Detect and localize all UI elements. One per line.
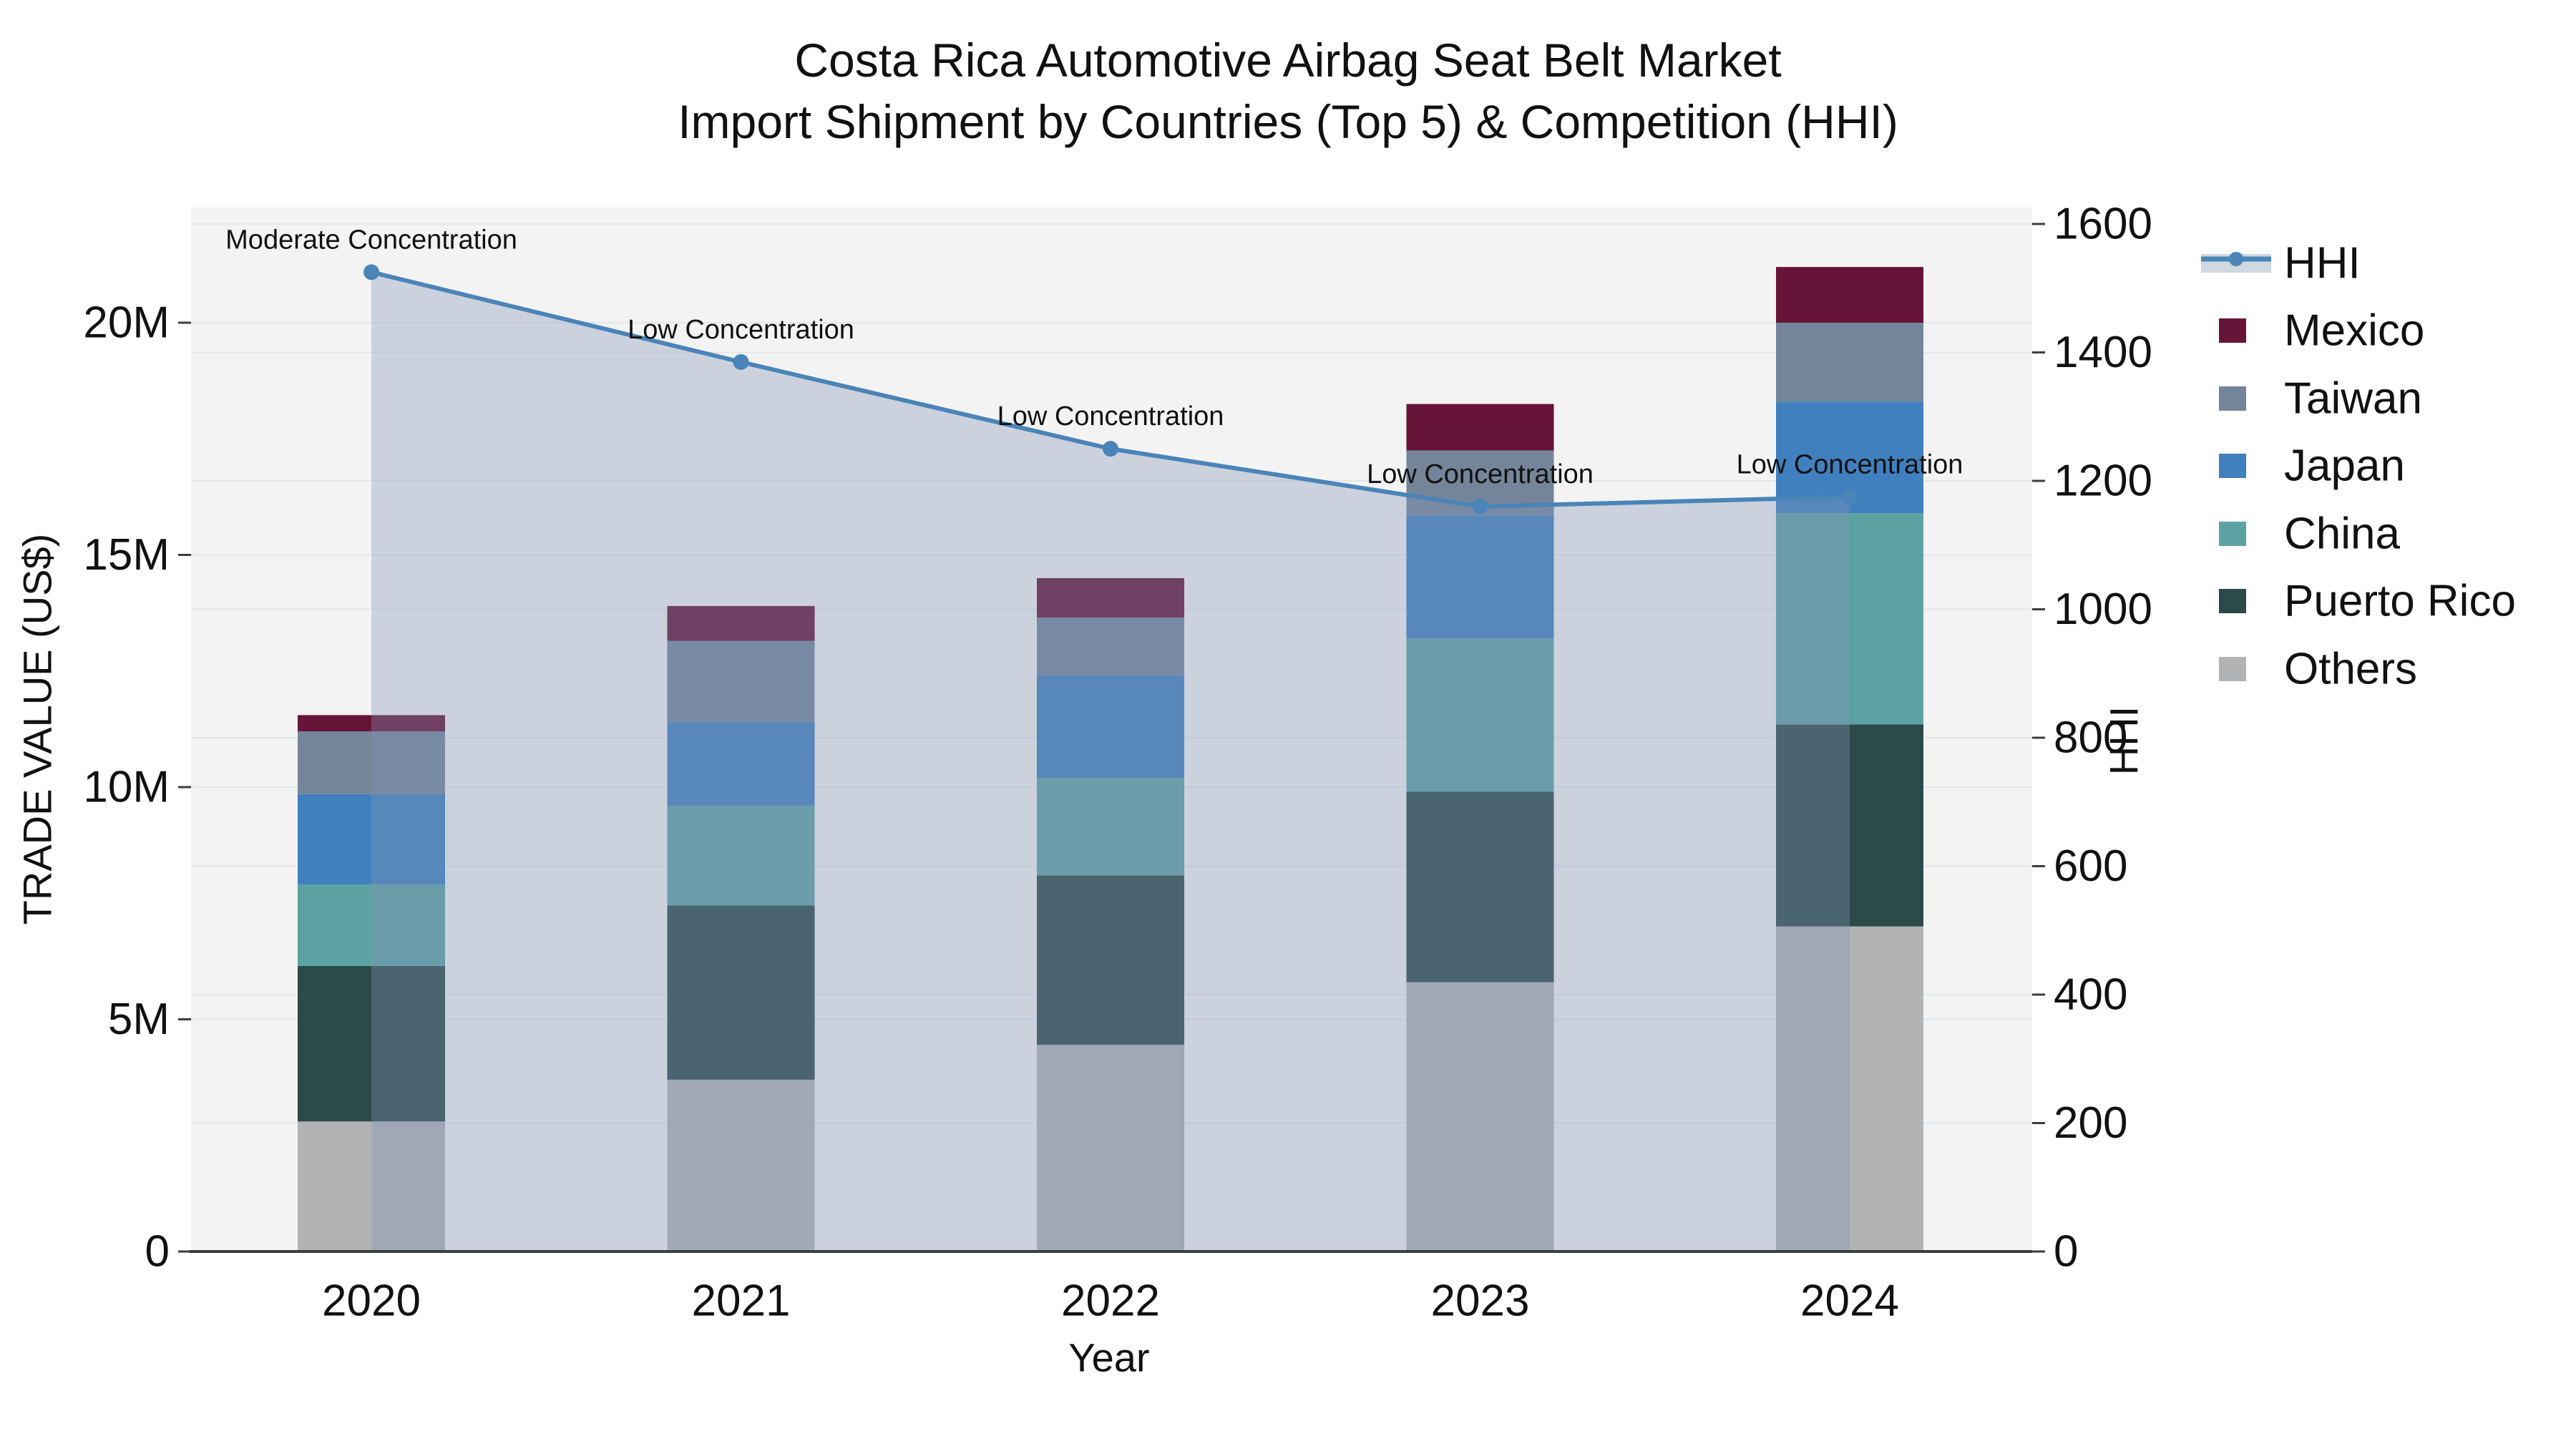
hhi-marker-2024 <box>1842 489 1858 505</box>
legend-item-china[interactable]: China <box>2219 509 2401 559</box>
bar-segment-mexico-2024 <box>1776 267 1923 323</box>
x-tick-label-2024: 2024 <box>1800 1277 1899 1326</box>
x-axis-title: Year <box>1068 1335 1150 1380</box>
bar-segment-puerto-rico-2023 <box>1406 791 1554 982</box>
y-right-tick-label: 800 <box>2054 713 2127 763</box>
chart-title: Costa Rica Automotive Airbag Seat Belt M… <box>0 29 2576 152</box>
bar-segment-japan-2021 <box>667 722 815 806</box>
annotation-2022: Low Concentration <box>997 401 1224 431</box>
bar-segment-puerto-rico-2024 <box>1776 724 1923 927</box>
bar-segment-japan-2020 <box>298 794 445 885</box>
bar-segment-mexico-2020 <box>298 715 445 732</box>
annotation-2024: Low Concentration <box>1737 449 1963 479</box>
legend-item-hhi[interactable]: HHI <box>2201 239 2361 288</box>
y-right-tick-label: 1600 <box>2054 200 2152 249</box>
legend-item-puerto-rico[interactable]: Puerto Rico <box>2219 577 2516 626</box>
bar-segment-others-2020 <box>298 1121 445 1252</box>
x-tick-label-2023: 2023 <box>1431 1277 1530 1326</box>
bar-segment-puerto-rico-2022 <box>1037 875 1184 1045</box>
x-tick-label-2021: 2021 <box>692 1277 791 1326</box>
legend-item-taiwan[interactable]: Taiwan <box>2219 374 2422 424</box>
annotation-2021: Low Concentration <box>628 315 854 345</box>
y-right-tick-label: 1200 <box>2054 457 2152 506</box>
legend-label: Mexico <box>2284 306 2424 356</box>
legend-label: Others <box>2284 645 2417 694</box>
bar-segment-taiwan-2020 <box>298 731 445 794</box>
legend-swatch-mexico <box>2219 318 2246 343</box>
legend-item-mexico[interactable]: Mexico <box>2219 306 2424 356</box>
legend-swatch-puerto-rico <box>2219 589 2246 613</box>
bar-segment-mexico-2022 <box>1037 577 1184 618</box>
y-right-tick-label: 600 <box>2054 841 2127 891</box>
bar-segment-japan-2023 <box>1406 515 1554 639</box>
y-left-tick-label: 20M <box>83 298 170 348</box>
y-right-tick-label: 0 <box>2054 1227 2078 1277</box>
bar-segment-others-2024 <box>1776 926 1923 1252</box>
y-right-tick-label: 400 <box>2054 970 2127 1020</box>
legend: HHI Mexico Taiwan Japan China Puerto Rico Othe… <box>2201 239 2516 694</box>
bar-segment-china-2022 <box>1037 778 1184 876</box>
y-right-tick-label: 1400 <box>2054 328 2152 377</box>
bar-segment-japan-2022 <box>1037 675 1184 779</box>
legend-label: Taiwan <box>2284 374 2422 424</box>
legend-label: Puerto Rico <box>2284 577 2516 626</box>
legend-label: China <box>2284 509 2401 559</box>
chart-title-line2: Import Shipment by Countries (Top 5) & C… <box>678 95 1898 148</box>
x-tick-label-2022: 2022 <box>1061 1277 1160 1326</box>
legend-item-others[interactable]: Others <box>2219 645 2417 694</box>
hhi-marker-2020 <box>364 264 379 280</box>
bar-segment-taiwan-2022 <box>1037 618 1184 676</box>
y-axis-title-right: HHI <box>2101 706 2147 776</box>
legend-swatch-japan <box>2219 454 2246 478</box>
bar-segment-puerto-rico-2021 <box>667 905 815 1080</box>
y-right-tick-label: 1000 <box>2054 585 2152 634</box>
legend-item-japan[interactable]: Japan <box>2219 441 2405 491</box>
bar-segment-mexico-2023 <box>1406 404 1554 451</box>
annotation-2023: Low Concentration <box>1367 459 1594 489</box>
y-left-tick-label: 0 <box>145 1227 170 1277</box>
y-left-tick-label: 5M <box>108 995 170 1044</box>
annotation-2020: Moderate Concentration <box>225 225 517 255</box>
legend-label: HHI <box>2284 239 2361 288</box>
bar-segment-china-2023 <box>1406 638 1554 792</box>
x-tick-label-2020: 2020 <box>322 1277 421 1326</box>
hhi-marker-swatch <box>2229 252 2243 266</box>
bar-segment-taiwan-2021 <box>667 640 815 723</box>
hhi-marker-2023 <box>1472 498 1488 514</box>
hhi-marker-2022 <box>1103 441 1118 457</box>
legend-label: Japan <box>2284 441 2405 491</box>
bar-segment-taiwan-2024 <box>1776 323 1923 402</box>
legend-swatch-china <box>2219 522 2246 546</box>
chart-title-line1: Costa Rica Automotive Airbag Seat Belt M… <box>794 34 1782 87</box>
bar-segment-china-2024 <box>1776 513 1923 725</box>
bar-segment-puerto-rico-2020 <box>298 965 445 1122</box>
y-axis-title-left: TRADE VALUE (US$) <box>14 533 60 925</box>
y-right-tick-label: 200 <box>2054 1098 2127 1148</box>
bar-segment-others-2023 <box>1406 982 1554 1252</box>
bar-segment-china-2021 <box>667 805 815 906</box>
legend-swatch-taiwan <box>2219 386 2246 411</box>
bar-segment-others-2022 <box>1037 1045 1184 1252</box>
bar-segment-china-2020 <box>298 884 445 966</box>
y-left-tick-label: 15M <box>83 530 170 580</box>
bars-group <box>298 267 1923 1252</box>
legend-swatch-others <box>2219 657 2246 681</box>
bar-segment-mexico-2021 <box>667 605 815 641</box>
bar-segment-others-2021 <box>667 1079 815 1252</box>
hhi-marker-2021 <box>733 353 749 370</box>
hhi-area <box>371 272 1850 1252</box>
y-left-tick-label: 10M <box>83 763 170 812</box>
